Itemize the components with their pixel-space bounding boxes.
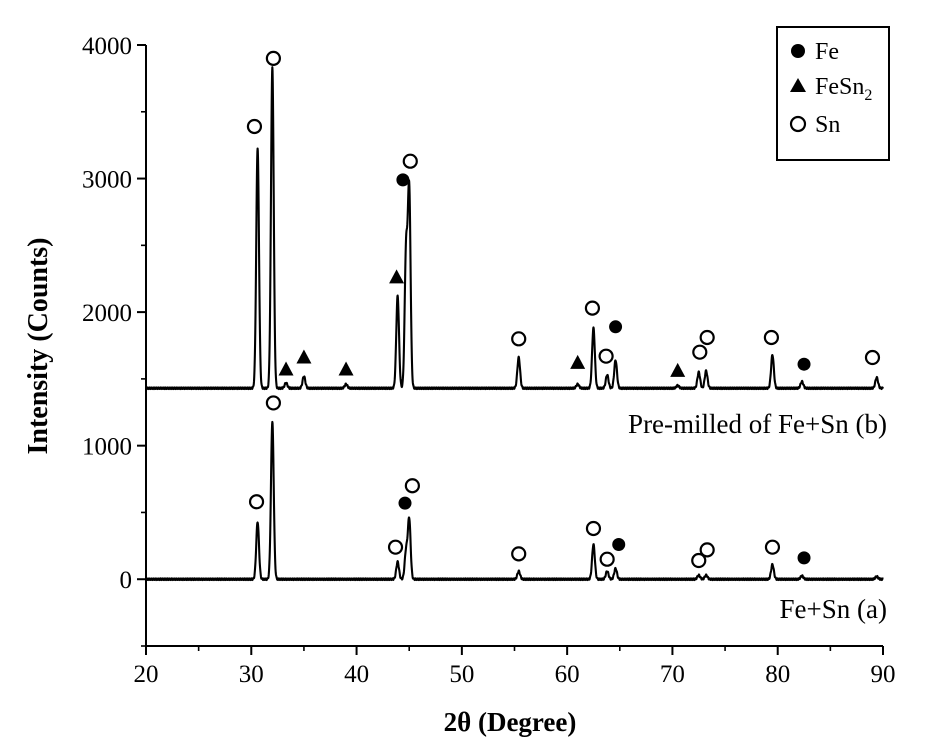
- x-tick-label: 70: [660, 661, 685, 688]
- sn-peak-marker: [584, 300, 601, 316]
- legend: Fe FeSn2 Sn: [776, 26, 890, 161]
- fe-peak-marker: [612, 537, 626, 551]
- sn-peak-marker: [691, 552, 707, 569]
- x-tick-label: 50: [449, 661, 474, 688]
- sn-peak-marker: [763, 329, 779, 346]
- fesn2-peak-marker: [670, 362, 686, 377]
- sn-peak-marker: [692, 344, 708, 360]
- sn-peak-marker: [511, 546, 527, 562]
- y-tick-label: 2000: [82, 300, 132, 327]
- sn-peak-marker: [599, 551, 615, 567]
- y-tick-label: 3000: [82, 167, 132, 194]
- sn-peak-marker: [246, 118, 263, 135]
- sn-peak-marker: [764, 539, 781, 555]
- legend-fesn2-text: FeSn: [815, 74, 864, 100]
- fe-peak-marker: [398, 496, 412, 510]
- legend-sn-marker: [789, 115, 807, 133]
- legend-sn-label: Sn: [815, 112, 840, 138]
- legend-fe-label: Fe: [815, 39, 839, 65]
- sn-peak-marker: [699, 542, 715, 558]
- annotation-premilled: Pre-milled of Fe+Sn (b): [628, 409, 887, 439]
- y-tick-label: 0: [120, 567, 133, 594]
- fe-peak-marker: [797, 551, 811, 565]
- x-tick-label: 60: [555, 661, 580, 688]
- x-tick-label: 20: [134, 661, 159, 688]
- legend-fesn2-label: FeSn2: [815, 74, 872, 104]
- x-tick-label: 40: [344, 661, 369, 688]
- sn-peak-marker: [248, 494, 265, 510]
- y-tick-label: 1000: [82, 434, 132, 461]
- fesn2-peak-marker: [278, 361, 294, 376]
- peak-markers: [246, 50, 881, 569]
- annotation-fe-sn: Fe+Sn (a): [780, 594, 887, 624]
- legend-fe-marker: [791, 44, 805, 58]
- sn-peak-marker: [265, 50, 281, 66]
- sn-peak-marker: [404, 478, 420, 494]
- series-line-premilled: [145, 66, 884, 391]
- y-tick-label: 4000: [82, 33, 132, 60]
- series-layer: [145, 66, 884, 582]
- sn-peak-marker: [699, 329, 715, 346]
- x-axis-label: 2θ (Degree): [444, 707, 577, 737]
- x-tick-label: 90: [871, 661, 896, 688]
- x-tick-label: 80: [765, 661, 790, 688]
- legend-fesn2-marker: [790, 78, 806, 92]
- fe-peak-marker: [396, 173, 410, 187]
- fesn2-peak-marker: [389, 269, 405, 284]
- sn-peak-marker: [387, 539, 404, 555]
- fesn2-peak-marker: [296, 349, 312, 364]
- sn-peak-marker: [402, 153, 418, 169]
- sn-peak-marker: [265, 395, 281, 411]
- sn-peak-marker: [511, 331, 527, 347]
- legend-fesn2-subscript: 2: [864, 87, 872, 104]
- sn-peak-marker: [598, 348, 614, 364]
- fe-peak-marker: [797, 357, 811, 371]
- series-line-fe-sn: [145, 420, 884, 582]
- axes: 20 30 40 50 60 70 80 90 0 1000 2000 3000 4000: [82, 33, 896, 688]
- fesn2-peak-marker: [338, 361, 354, 376]
- sn-peak-marker: [585, 520, 602, 537]
- legend-box: [776, 26, 890, 161]
- fe-peak-marker: [609, 320, 623, 334]
- x-tick-label: 30: [239, 661, 264, 688]
- sn-peak-marker: [864, 349, 881, 366]
- y-axis-label: Intensity (Counts): [23, 237, 54, 454]
- fesn2-peak-marker: [570, 354, 586, 369]
